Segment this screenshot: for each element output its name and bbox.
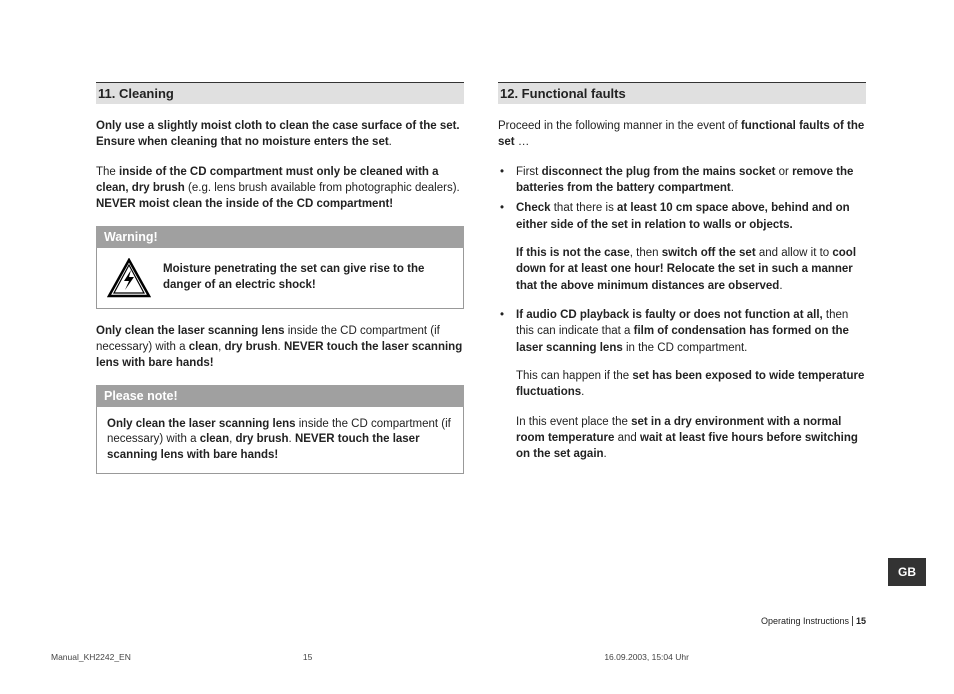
meta-page: 15 bbox=[303, 652, 312, 662]
indent-paragraph: This can happen if the set has been expo… bbox=[498, 368, 866, 401]
bullet-list: First disconnect the plug from the mains… bbox=[498, 164, 866, 233]
left-column: 11. Cleaning Only use a slightly moist c… bbox=[96, 82, 464, 488]
warning-header: Warning! bbox=[96, 226, 464, 248]
language-tab: GB bbox=[888, 558, 926, 586]
indent-paragraph: In this event place the set in a dry env… bbox=[498, 414, 866, 463]
meta-filename: Manual_KH2242_EN bbox=[51, 652, 131, 662]
meta-date: 16.09.2003, 15:04 Uhr bbox=[604, 652, 689, 662]
footer-meta: Manual_KH2242_EN 15 16.09.2003, 15:04 Uh… bbox=[51, 652, 689, 662]
list-item: If audio CD playback is faulty or does n… bbox=[498, 307, 866, 356]
note-header: Please note! bbox=[96, 385, 464, 407]
section-heading-cleaning: 11. Cleaning bbox=[96, 82, 464, 104]
paragraph: Only use a slightly moist cloth to clean… bbox=[96, 118, 464, 151]
bullet-list: If audio CD playback is faulty or does n… bbox=[498, 307, 866, 356]
list-item: First disconnect the plug from the mains… bbox=[498, 164, 866, 197]
warning-body: Moisture penetrating the set can give ri… bbox=[96, 248, 464, 309]
paragraph: Only clean the laser scanning lens insid… bbox=[96, 323, 464, 372]
section-heading-faults: 12. Functional faults bbox=[498, 82, 866, 104]
note-body: Only clean the laser scanning lens insid… bbox=[96, 407, 464, 475]
footer-label: Operating Instructions15 bbox=[761, 616, 866, 626]
paragraph: The inside of the CD compartment must on… bbox=[96, 164, 464, 213]
right-column: 12. Functional faults Proceed in the fol… bbox=[498, 82, 866, 488]
list-item: Check that there is at least 10 cm space… bbox=[498, 200, 866, 233]
shock-warning-icon bbox=[107, 258, 151, 298]
indent-paragraph: If this is not the case, then switch off… bbox=[498, 245, 866, 294]
paragraph: Proceed in the following manner in the e… bbox=[498, 118, 866, 151]
